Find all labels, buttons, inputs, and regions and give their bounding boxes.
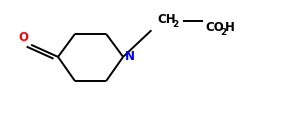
- Text: 2: 2: [221, 28, 227, 37]
- Text: 2: 2: [173, 20, 179, 29]
- Text: N: N: [125, 50, 134, 63]
- Text: CO: CO: [205, 21, 224, 34]
- Text: O: O: [18, 31, 28, 44]
- Text: H: H: [224, 21, 234, 34]
- Text: CH: CH: [157, 13, 176, 26]
